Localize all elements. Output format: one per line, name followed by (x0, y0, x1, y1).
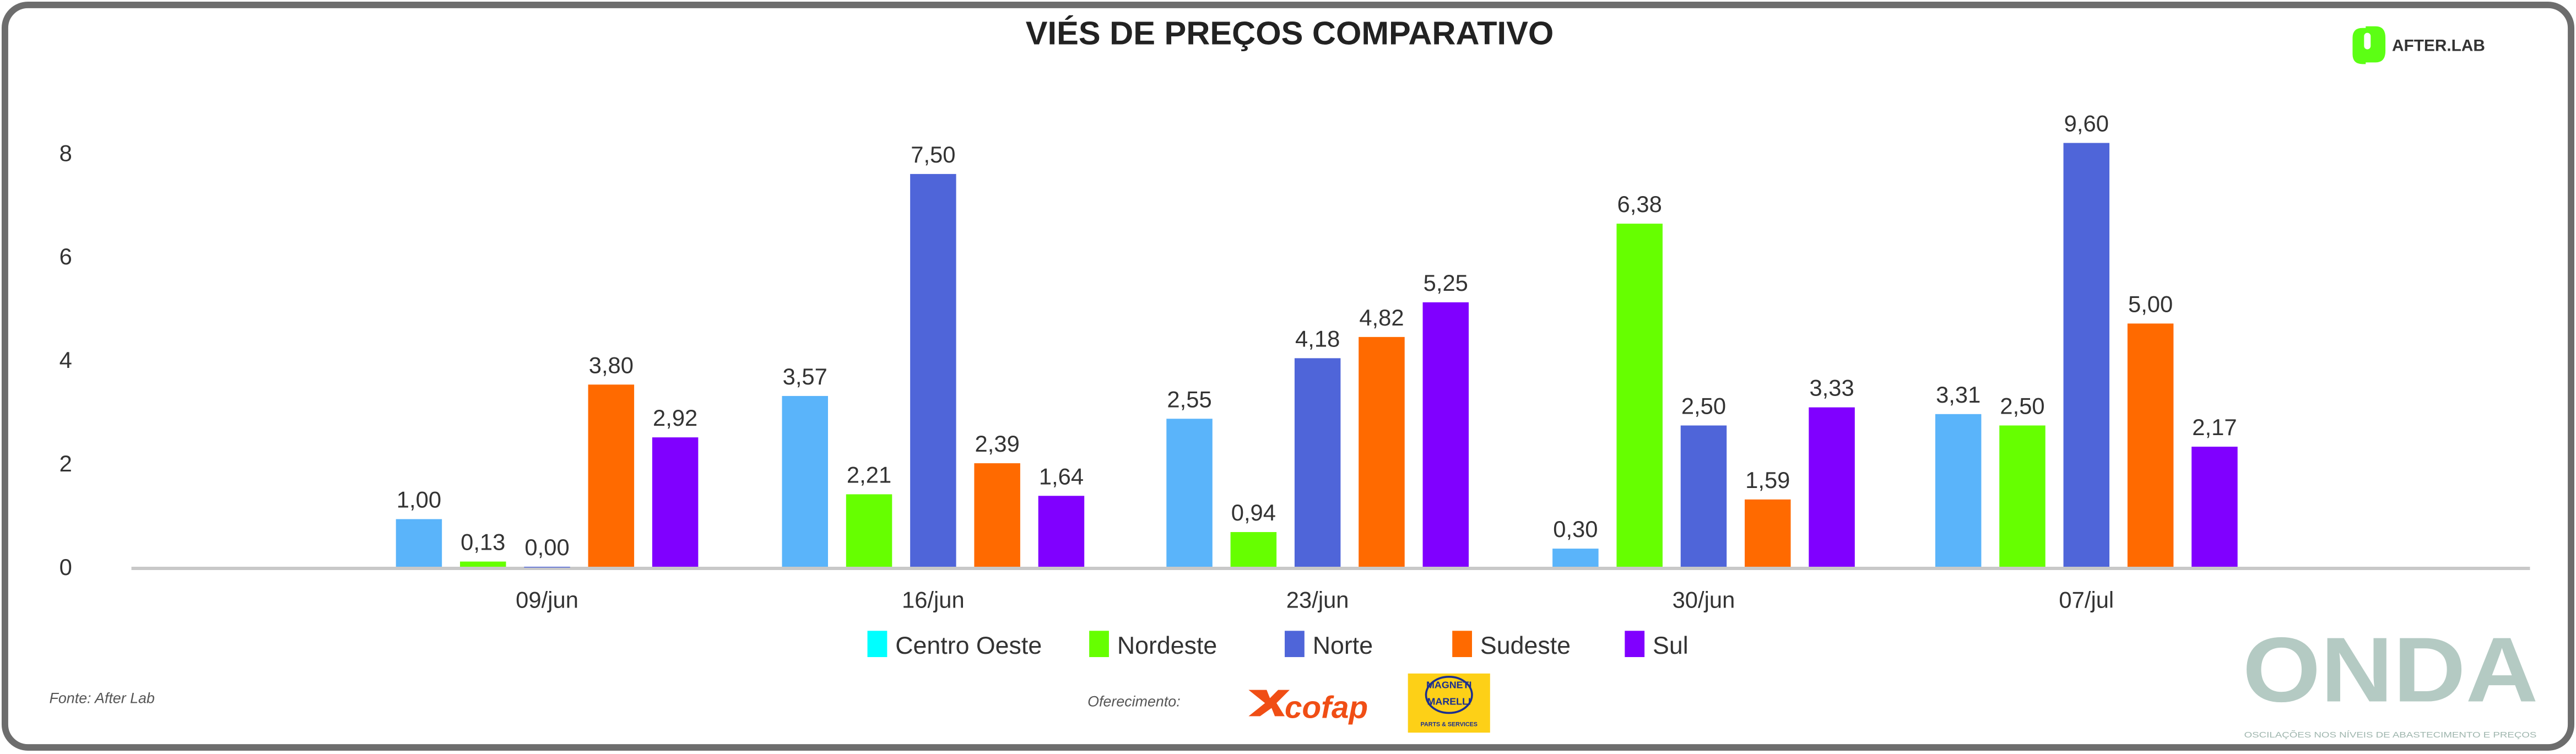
bar-sul (1038, 496, 1085, 567)
legend-label: Nordeste (1117, 632, 1217, 659)
data-label: 3,31 (1936, 382, 1980, 408)
legend-swatch (1089, 631, 1109, 658)
data-label: 2,92 (653, 405, 697, 431)
data-label: 1,64 (1039, 463, 1084, 489)
data-label: 0,30 (1553, 516, 1598, 542)
bar-centro-oeste (1552, 549, 1599, 567)
data-label: 0,13 (461, 529, 505, 555)
x-axis: 09/jun 16/jun 23/jun 30/jun 07/jul (516, 587, 2114, 613)
cofap-logo: cofap (1248, 690, 1368, 725)
data-label: 1,00 (397, 487, 441, 513)
bar-sudeste (974, 463, 1020, 567)
data-label: 5,00 (2128, 291, 2173, 317)
bar-nordeste (846, 494, 892, 567)
data-label: 3,57 (783, 364, 827, 389)
bar-sudeste (2127, 323, 2174, 567)
bar-sudeste (1745, 499, 1791, 567)
legend-label: Centro Oeste (895, 632, 1042, 659)
data-label: 1,59 (1745, 467, 1790, 493)
data-label: 5,25 (1424, 270, 1468, 296)
bar-norte (1680, 425, 1727, 567)
x-tick-label: 09/jun (516, 587, 578, 613)
x-tick-label: 30/jun (1673, 587, 1735, 613)
bar-sul (1422, 302, 1469, 567)
onda-subtitle: OSCILAÇÕES NOS NÍVEIS DE ABASTECIMENTO E… (2244, 730, 2537, 740)
data-label: 4,82 (1359, 305, 1404, 330)
data-label: 4,18 (1295, 326, 1340, 351)
data-label: 2,50 (2000, 393, 2044, 419)
bar-norte (1294, 358, 1341, 567)
bar-sul (1809, 407, 1855, 567)
parts-services-text: PARTS & SERVICES (1421, 721, 1478, 728)
afterlab-brand: AFTER.LAB (2392, 36, 2485, 55)
legend-label: Sudeste (1480, 632, 1571, 659)
onda-text: ONDA (2243, 619, 2539, 722)
y-tick-label: 2 (59, 451, 72, 476)
legend-swatch (867, 631, 887, 658)
data-label: 3,80 (589, 352, 634, 378)
bar-centro-oeste (1166, 419, 1213, 567)
data-label: 0,94 (1231, 500, 1276, 525)
bars: 1,00 0,13 0,00 3,80 2,92 3,57 2,21 7,50 2,39 1,64… (396, 111, 2238, 568)
cofap-text: cofap (1285, 690, 1368, 725)
legend-swatch (1625, 631, 1645, 658)
bar-norte (2063, 143, 2110, 567)
data-label: 2,21 (847, 462, 891, 488)
y-tick-label: 4 (59, 347, 72, 373)
data-label: 6,38 (1617, 191, 1662, 217)
data-label: 9,60 (2064, 111, 2109, 137)
x-tick-label: 23/jun (1286, 587, 1349, 613)
legend-swatch (1285, 631, 1305, 658)
bar-sudeste (1359, 337, 1405, 567)
data-label: 0,00 (524, 534, 569, 560)
y-tick-label: 0 (59, 554, 72, 580)
data-label: 2,39 (975, 431, 1020, 457)
bar-sul (652, 437, 699, 567)
legend-swatch (1452, 631, 1472, 658)
bar-nordeste (1999, 425, 2045, 567)
x-tick-label: 16/jun (902, 587, 965, 613)
bar-sul (2191, 447, 2238, 567)
bar-sudeste (588, 384, 635, 567)
chart-title: VIÉS DE PREÇOS COMPARATIVO (1026, 15, 1554, 52)
x-tick-label: 07/jul (2059, 587, 2114, 613)
bar-centro-oeste (396, 519, 442, 567)
afterlab-logo: AFTER.LAB (2352, 26, 2485, 64)
bar-norte (910, 173, 956, 567)
bar-nordeste (460, 561, 506, 567)
bar-centro-oeste (1935, 414, 1982, 567)
bar-nordeste (1230, 532, 1277, 567)
bar-centro-oeste (782, 395, 828, 567)
data-label: 2,55 (1167, 386, 1211, 412)
y-tick-label: 8 (59, 140, 72, 166)
magneti-marelli-logo: MAGNETI MARELLI PARTS & SERVICES (1408, 673, 1490, 733)
onda-logo: ONDA OSCILAÇÕES NOS NÍVEIS DE ABASTECIME… (2243, 619, 2539, 740)
marelli-text: MARELLI (1427, 696, 1471, 707)
sponsor-label: Oferecimento: (1087, 693, 1180, 710)
bar-nordeste (1616, 224, 1663, 567)
magneti-text: MAGNETI (1426, 680, 1471, 691)
source-note: Fonte: After Lab (49, 690, 154, 707)
legend-label: Sul (1653, 632, 1689, 659)
legend-label: Norte (1313, 632, 1373, 659)
data-label: 2,50 (1681, 393, 1726, 419)
data-label: 2,17 (2192, 414, 2237, 440)
data-label: 3,33 (1809, 375, 1854, 401)
data-label: 7,50 (911, 142, 955, 167)
legend: Centro Oeste Nordeste Norte Sudeste Sul (867, 631, 1689, 659)
y-axis: 0 2 4 6 8 (59, 140, 72, 580)
y-tick-label: 6 (59, 243, 72, 269)
